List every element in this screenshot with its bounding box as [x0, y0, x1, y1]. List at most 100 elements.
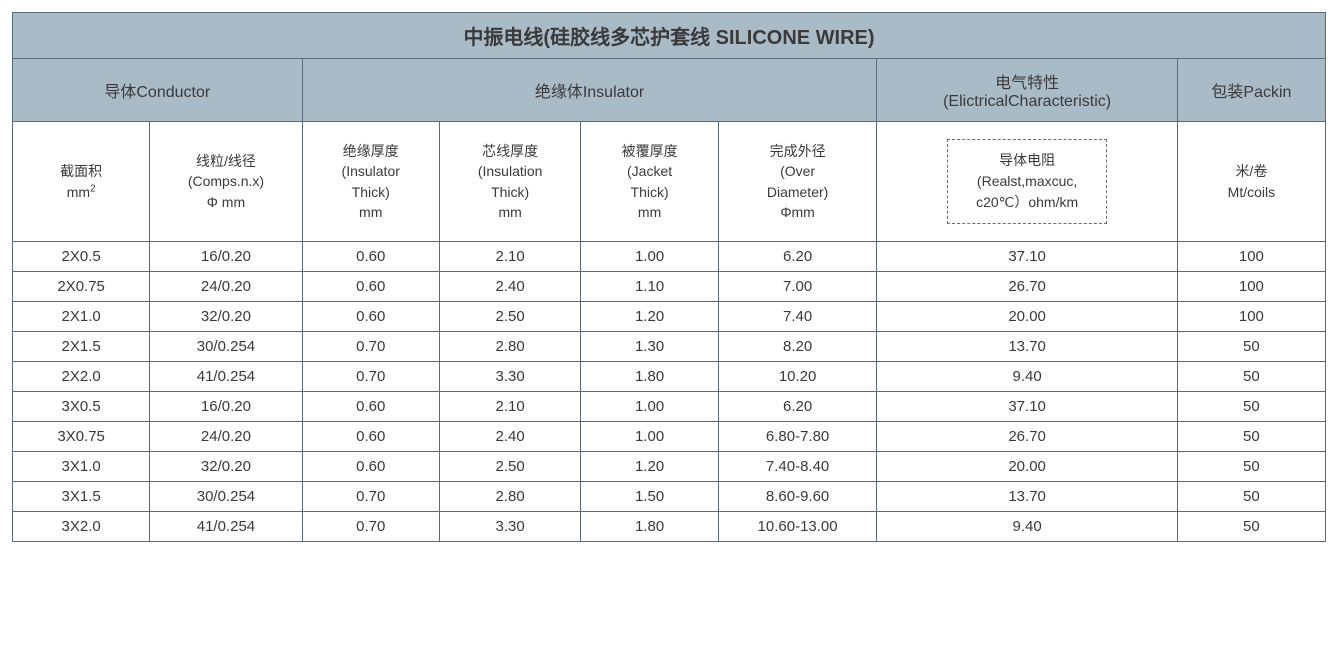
hdr-insulation-thick: 芯线厚度 (Insulation Thick) mm — [439, 122, 581, 242]
cell-comps: 32/0.20 — [150, 302, 302, 332]
cell-area: 2X2.0 — [13, 362, 150, 392]
cell-core: 2.50 — [439, 302, 581, 332]
cell-core: 3.30 — [439, 362, 581, 392]
cell-core: 2.10 — [439, 242, 581, 272]
cell-jacket: 1.00 — [581, 422, 718, 452]
table-row: 2X1.530/0.2540.702.801.308.2013.7050 — [13, 332, 1326, 362]
cell-comps: 24/0.20 — [150, 422, 302, 452]
cell-ins: 0.60 — [302, 392, 439, 422]
cell-od: 8.20 — [718, 332, 877, 362]
cell-pack: 50 — [1177, 482, 1325, 512]
table-row: 2X0.7524/0.200.602.401.107.0026.70100 — [13, 272, 1326, 302]
cell-core: 2.10 — [439, 392, 581, 422]
cell-pack: 100 — [1177, 272, 1325, 302]
cell-resist: 37.10 — [877, 392, 1177, 422]
cell-od: 6.20 — [718, 392, 877, 422]
cell-core: 2.80 — [439, 482, 581, 512]
cell-ins: 0.70 — [302, 362, 439, 392]
hdr-over-diameter: 完成外径 (Over Diameter) Φmm — [718, 122, 877, 242]
cell-od: 10.20 — [718, 362, 877, 392]
cell-jacket: 1.80 — [581, 362, 718, 392]
cell-jacket: 1.00 — [581, 242, 718, 272]
cell-ins: 0.60 — [302, 242, 439, 272]
cell-jacket: 1.00 — [581, 392, 718, 422]
cell-comps: 16/0.20 — [150, 242, 302, 272]
cell-pack: 50 — [1177, 512, 1325, 542]
group-insulator: 绝缘体Insulator — [302, 59, 877, 122]
cell-pack: 50 — [1177, 452, 1325, 482]
cell-jacket: 1.80 — [581, 512, 718, 542]
cell-ins: 0.60 — [302, 272, 439, 302]
cell-comps: 24/0.20 — [150, 272, 302, 302]
group-electrical: 电气特性 (ElictricalCharacteristic) — [877, 59, 1177, 122]
hdr-area: 截面积 mm2 — [13, 122, 150, 242]
cell-od: 10.60-13.00 — [718, 512, 877, 542]
cell-comps: 32/0.20 — [150, 452, 302, 482]
cell-area: 2X1.0 — [13, 302, 150, 332]
cell-pack: 100 — [1177, 302, 1325, 332]
cell-od: 8.60-9.60 — [718, 482, 877, 512]
cell-jacket: 1.50 — [581, 482, 718, 512]
hdr-insulator-thick: 绝缘厚度 (Insulator Thick) mm — [302, 122, 439, 242]
cell-comps: 41/0.254 — [150, 362, 302, 392]
cell-area: 2X0.75 — [13, 272, 150, 302]
table-row: 2X1.032/0.200.602.501.207.4020.00100 — [13, 302, 1326, 332]
hdr-packing: 米/卷 Mt/coils — [1177, 122, 1325, 242]
cell-resist: 26.70 — [877, 272, 1177, 302]
table-row: 2X0.516/0.200.602.101.006.2037.10100 — [13, 242, 1326, 272]
cell-resist: 9.40 — [877, 362, 1177, 392]
cell-od: 7.40-8.40 — [718, 452, 877, 482]
cell-resist: 13.70 — [877, 332, 1177, 362]
wire-spec-table: 中振电线(硅胶线多芯护套线 SILICONE WIRE) 导体Conductor… — [12, 12, 1326, 542]
cell-core: 2.40 — [439, 422, 581, 452]
table-row: 3X0.516/0.200.602.101.006.2037.1050 — [13, 392, 1326, 422]
cell-jacket: 1.30 — [581, 332, 718, 362]
cell-pack: 50 — [1177, 332, 1325, 362]
group-conductor: 导体Conductor — [13, 59, 303, 122]
cell-comps: 41/0.254 — [150, 512, 302, 542]
cell-od: 6.20 — [718, 242, 877, 272]
cell-ins: 0.60 — [302, 452, 439, 482]
cell-resist: 20.00 — [877, 302, 1177, 332]
cell-resist: 20.00 — [877, 452, 1177, 482]
cell-core: 3.30 — [439, 512, 581, 542]
resistance-box: 导体电阻 (Realst,maxcuc, c20℃）ohm/km — [947, 139, 1107, 224]
cell-core: 2.40 — [439, 272, 581, 302]
cell-ins: 0.60 — [302, 302, 439, 332]
group-packing: 包装Packin — [1177, 59, 1325, 122]
cell-od: 6.80-7.80 — [718, 422, 877, 452]
table-title: 中振电线(硅胶线多芯护套线 SILICONE WIRE) — [13, 13, 1326, 59]
cell-ins: 0.70 — [302, 512, 439, 542]
cell-resist: 13.70 — [877, 482, 1177, 512]
cell-jacket: 1.10 — [581, 272, 718, 302]
table-row: 3X1.530/0.2540.702.801.508.60-9.6013.705… — [13, 482, 1326, 512]
cell-comps: 30/0.254 — [150, 482, 302, 512]
hdr-resistance: 导体电阻 (Realst,maxcuc, c20℃）ohm/km — [877, 122, 1177, 242]
cell-comps: 30/0.254 — [150, 332, 302, 362]
cell-area: 3X2.0 — [13, 512, 150, 542]
table-body: 2X0.516/0.200.602.101.006.2037.101002X0.… — [13, 242, 1326, 542]
group-electrical-en: (ElictricalCharacteristic) — [943, 93, 1111, 110]
cell-area: 2X1.5 — [13, 332, 150, 362]
cell-pack: 100 — [1177, 242, 1325, 272]
hdr-jacket-thick: 被覆厚度 (Jacket Thick) mm — [581, 122, 718, 242]
table-row: 3X1.032/0.200.602.501.207.40-8.4020.0050 — [13, 452, 1326, 482]
cell-pack: 50 — [1177, 422, 1325, 452]
cell-area: 3X0.5 — [13, 392, 150, 422]
hdr-comps: 线粒/线径 (Comps.n.x) Φ mm — [150, 122, 302, 242]
cell-area: 3X1.0 — [13, 452, 150, 482]
cell-jacket: 1.20 — [581, 302, 718, 332]
cell-comps: 16/0.20 — [150, 392, 302, 422]
cell-area: 3X1.5 — [13, 482, 150, 512]
cell-area: 2X0.5 — [13, 242, 150, 272]
cell-area: 3X0.75 — [13, 422, 150, 452]
cell-core: 2.50 — [439, 452, 581, 482]
table-row: 3X0.7524/0.200.602.401.006.80-7.8026.705… — [13, 422, 1326, 452]
cell-jacket: 1.20 — [581, 452, 718, 482]
cell-ins: 0.70 — [302, 332, 439, 362]
cell-pack: 50 — [1177, 392, 1325, 422]
cell-ins: 0.60 — [302, 422, 439, 452]
table-row: 3X2.041/0.2540.703.301.8010.60-13.009.40… — [13, 512, 1326, 542]
cell-resist: 26.70 — [877, 422, 1177, 452]
cell-resist: 37.10 — [877, 242, 1177, 272]
